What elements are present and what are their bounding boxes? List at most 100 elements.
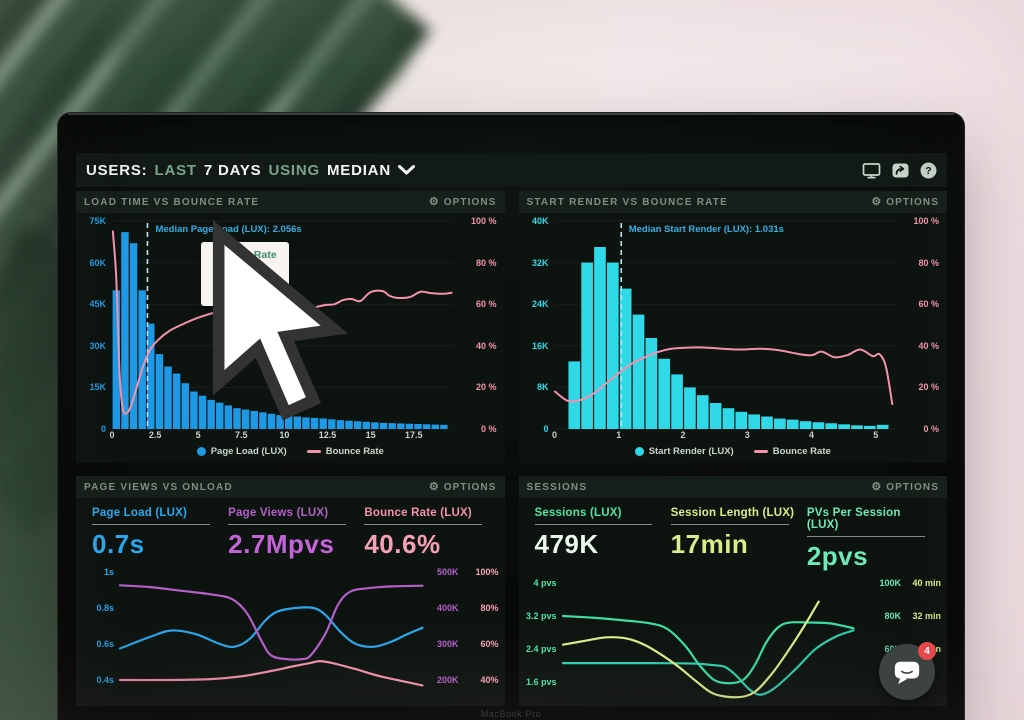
panel-title: SESSIONS	[526, 481, 588, 493]
share-icon[interactable]	[892, 162, 909, 179]
axis-tick-label: 45K	[89, 299, 106, 310]
axis-tick-row: 80K 32 min	[884, 611, 941, 621]
y-axis-right: 100 % 80 % 60 % 40 % 20 % 0 %	[895, 216, 941, 434]
title-segment: MEDIAN	[326, 161, 391, 179]
y-axis-left: 1s 0.8s 0.6s 0.4s	[82, 563, 120, 698]
main-header: USERS: LAST 7 DAYS USING MEDIAN	[76, 153, 947, 187]
display-icon[interactable]	[862, 162, 881, 179]
chart-plot	[561, 575, 855, 699]
legend-item[interactable]: Start Render (LUX)	[634, 446, 734, 457]
axis-tick-label: 60K	[89, 257, 106, 268]
legend-item[interactable]: Bounce Rate	[753, 446, 831, 457]
median-annotation: Median Start Render (LUX): 1.031s	[628, 224, 784, 235]
axis-tick-label: 5	[195, 430, 201, 440]
axis-tick-label: 0	[109, 430, 115, 440]
chart-plot: Median Start Render (LUX): 1.031s	[553, 220, 895, 430]
axis-tick-label: 0 %	[480, 424, 497, 434]
metric: Session Length (LUX) 17min	[670, 507, 795, 572]
panel-page-views-vs-onload: PAGE VIEWS VS ONLOAD ⚙ OPTIONS Page Load…	[76, 476, 505, 706]
axis-tick-label: 16K	[531, 340, 549, 351]
users-filter-dropdown[interactable]: USERS: LAST 7 DAYS USING MEDIAN	[86, 162, 415, 179]
dashboard: USERS: LAST 7 DAYS USING MEDIAN	[76, 153, 947, 713]
metric-label: Bounce Rate (LUX)	[364, 507, 472, 519]
axis-tick-label: 0	[100, 424, 106, 434]
metric-label: Page Load (LUX)	[92, 507, 188, 519]
metric: Page Load (LUX) 0.7s	[92, 507, 216, 560]
legend-item[interactable]: Bounce Rate	[306, 446, 384, 457]
metric-value: 40.6%	[364, 529, 441, 559]
chat-bubble-icon	[894, 661, 920, 685]
metrics-row: Sessions (LUX) 479K Session Length (LUX) 17…	[525, 500, 942, 575]
axis-tick-row: 400K 80%	[436, 603, 499, 613]
title-segment: USING	[268, 161, 320, 179]
legend-line-marker	[753, 450, 768, 453]
axis-tick-label: 2	[680, 430, 686, 440]
chart-plot: Median Page Load (LUX): 2.056s Bounce Ra…	[111, 220, 453, 430]
chart-legend: Start Render (LUX) Bounce Rate	[525, 442, 942, 461]
axis-tick-label: 80 %	[475, 257, 497, 268]
toolbar: ?	[862, 162, 937, 179]
axis-tick-label: 0.6s	[96, 639, 114, 649]
y-axis-left: 75K 60K 45K 30K 15K 0	[82, 216, 112, 434]
metric-divider	[806, 536, 925, 537]
legend-label: Bounce Rate	[325, 446, 384, 457]
axis-tick-label: 24K	[531, 299, 549, 310]
metric-value: 2.7Mpvs	[228, 529, 335, 559]
axis-tick-row: 200K 40%	[436, 675, 499, 685]
axis-tick-label: 100 %	[470, 216, 497, 226]
help-icon[interactable]: ?	[920, 162, 937, 179]
bezel-logo-text: MacBook Pro	[480, 709, 542, 719]
panel-load-time-vs-bounce-rate: LOAD TIME VS BOUNCE RATE ⚙ OPTIONS 75K 60…	[76, 191, 505, 463]
legend-label: Page Load (LUX)	[210, 446, 287, 457]
axis-tick-label: 75K	[89, 216, 106, 226]
options-button[interactable]: ⚙ OPTIONS	[428, 195, 497, 208]
axis-tick-label: 4	[808, 430, 814, 440]
y-axis-right: 500K 100% 400K 80% 300K 60% 200K 40%	[423, 563, 499, 698]
axis-tick-label: 4 pvs	[533, 578, 557, 589]
legend-item[interactable]: Page Load (LUX)	[196, 446, 287, 457]
metric-label: Page Views (LUX)	[228, 507, 329, 519]
metric-value: 0.7s	[92, 529, 145, 559]
axis-tick-label: 1s	[103, 567, 114, 577]
legend-line-marker	[306, 450, 321, 453]
options-button[interactable]: ⚙ OPTIONS	[871, 195, 939, 208]
x-axis: 0 2.5 5 7.5 10 12.5 15 17.5	[109, 429, 453, 442]
legend-label: Bounce Rate	[772, 446, 831, 457]
metric-divider	[534, 524, 653, 525]
metrics-row: Page Load (LUX) 0.7s Page Views (LUX) 2.7Mp…	[82, 500, 499, 563]
options-button[interactable]: ⚙ OPTIONS	[871, 480, 939, 493]
metric-divider	[670, 524, 789, 525]
axis-tick-label: 10	[279, 430, 290, 440]
panel-title: LOAD TIME VS BOUNCE RATE	[84, 196, 260, 208]
options-button[interactable]: ⚙ OPTIONS	[428, 480, 497, 493]
panel-title: PAGE VIEWS VS ONLOAD	[84, 481, 233, 493]
y-axis-right: 100 % 80 % 60 % 40 % 20 % 0 %	[453, 216, 499, 434]
axis-tick-label: 0 %	[923, 424, 939, 434]
legend-label: Start Render (LUX)	[648, 446, 734, 457]
metric-divider	[364, 524, 483, 525]
metric-divider	[228, 524, 347, 525]
chat-launcher-button[interactable]: 4	[879, 642, 936, 700]
mouse-cursor-icon	[212, 220, 348, 421]
panel-title: START RENDER VS BOUNCE RATE	[526, 196, 728, 208]
axis-tick-label: 60 %	[918, 299, 939, 310]
metric-label: PVs Per Session (LUX)	[806, 507, 901, 531]
axis-tick-label: 20 %	[918, 382, 939, 393]
axis-tick-label: 1.6 pvs	[525, 676, 557, 687]
axis-tick-label: 7.5	[235, 430, 248, 440]
axis-tick-label: 20 %	[475, 382, 497, 393]
y-axis-left: 4 pvs 3.2 pvs 2.4 pvs 1.6 pvs	[525, 575, 563, 698]
axis-tick-label: 40 %	[475, 340, 497, 351]
axis-tick-row: 300K 60%	[436, 639, 499, 649]
axis-tick-label: 1	[616, 430, 622, 440]
metric: Sessions (LUX) 479K	[534, 507, 659, 572]
gear-icon: ⚙	[428, 195, 440, 208]
gear-icon: ⚙	[871, 195, 883, 208]
legend-dot-marker	[634, 447, 644, 456]
axis-tick-label: 40 %	[918, 340, 939, 351]
metric: Page Views (LUX) 2.7Mpvs	[228, 507, 352, 560]
panel-sessions: SESSIONS ⚙ OPTIONS Sessions (LUX) 479K Ses…	[518, 476, 947, 706]
chevron-down-icon	[397, 165, 415, 175]
axis-tick-label: 0	[551, 430, 558, 440]
